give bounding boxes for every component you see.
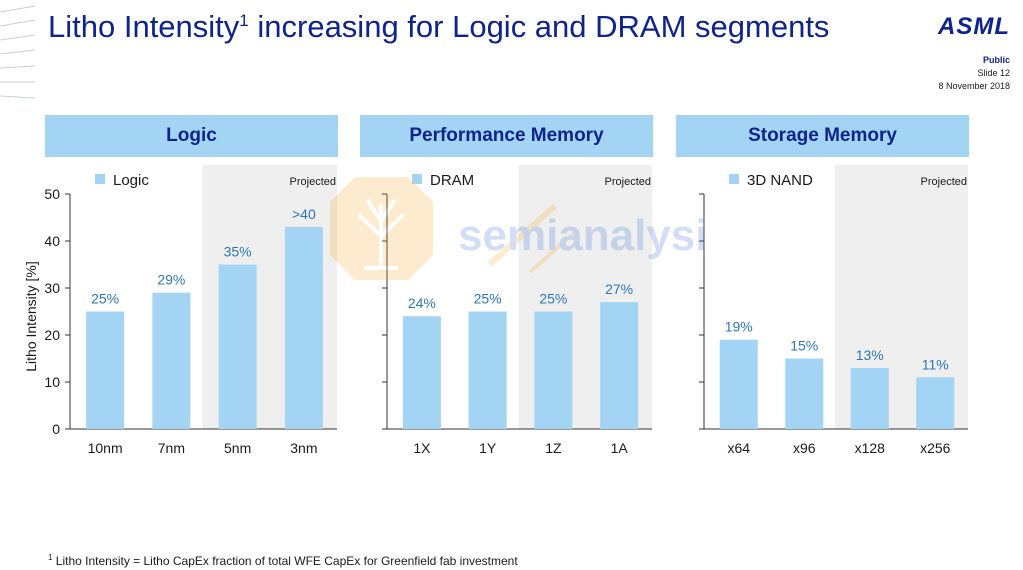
- watermark-text: semianalysis: [458, 211, 705, 260]
- bar: [850, 367, 889, 429]
- y-tick-label: 0: [52, 421, 60, 437]
- slide-title: Litho Intensity1 increasing for Logic an…: [48, 9, 829, 45]
- data-label: 25%: [91, 291, 119, 307]
- projected-label: Projected: [290, 176, 336, 188]
- x-tick-label: 1X: [413, 440, 431, 456]
- x-tick-label: 1A: [611, 440, 629, 456]
- bar: [916, 377, 955, 429]
- legend-swatch: [729, 174, 739, 184]
- data-label: 19%: [725, 319, 753, 335]
- legend-label: 3D NAND: [747, 172, 813, 189]
- data-label: 25%: [474, 291, 502, 307]
- x-tick-label: x256: [920, 440, 951, 456]
- footnote-marker: 1: [48, 553, 53, 562]
- legend-swatch: [95, 174, 105, 184]
- y-tick-label: 30: [44, 280, 60, 296]
- watermark-octagon-icon: [330, 177, 433, 280]
- panel-header-logic: Logic: [45, 115, 338, 157]
- x-tick-label: 1Z: [545, 440, 562, 456]
- y-axis-title: Litho Intensity [%]: [23, 261, 39, 372]
- x-tick-label: x64: [727, 440, 750, 456]
- bar: [600, 302, 639, 429]
- legend-label: DRAM: [430, 172, 474, 189]
- data-label: 35%: [224, 244, 252, 260]
- slide-number: Slide 12: [977, 68, 1010, 78]
- data-label: >40: [292, 206, 316, 222]
- y-tick-label: 40: [44, 233, 60, 249]
- y-tick-label: 10: [44, 374, 60, 390]
- slide-title-footnote-marker: 1: [239, 11, 249, 30]
- bar: [218, 264, 257, 429]
- brand-logo: ASML: [938, 13, 1010, 40]
- watermark: semianalysis: [330, 177, 705, 280]
- data-label: 24%: [408, 295, 436, 311]
- slide-title-rest: increasing for Logic and DRAM segments: [248, 9, 830, 44]
- bar: [152, 292, 191, 429]
- x-tick-label: x96: [793, 440, 816, 456]
- decorative-lines: [0, 5, 36, 99]
- footnote-text: Litho Intensity = Litho CapEx fraction o…: [52, 554, 518, 568]
- x-tick-label: 7nm: [158, 440, 185, 456]
- panel-header-storage-memory: Storage Memory: [676, 115, 969, 157]
- data-label: 27%: [605, 281, 633, 297]
- x-tick-label: x128: [855, 440, 886, 456]
- bar: [86, 311, 125, 429]
- watermark-tree-icon: [358, 199, 404, 270]
- legend-swatch: [412, 174, 422, 184]
- bar: [534, 311, 573, 429]
- bar: [284, 226, 323, 429]
- x-tick-label: 1Y: [479, 440, 497, 456]
- bar: [719, 339, 758, 429]
- classification-label: Public: [982, 55, 1010, 65]
- data-label: 11%: [922, 356, 949, 372]
- projected-label: Projected: [605, 176, 651, 188]
- y-tick-label: 50: [44, 186, 60, 202]
- bar: [402, 316, 441, 429]
- slide-title-main: Litho Intensity: [48, 9, 240, 44]
- data-label: 25%: [539, 291, 567, 307]
- data-label: 29%: [157, 272, 185, 288]
- slide-meta: Public Slide 12 8 November 2018: [938, 54, 1010, 93]
- y-tick-label: 20: [44, 327, 60, 343]
- bar: [468, 311, 507, 429]
- x-tick-label: 10nm: [88, 440, 123, 456]
- legend-label: Logic: [113, 172, 149, 189]
- data-label: 15%: [790, 338, 818, 354]
- slide-date: 8 November 2018: [938, 81, 1010, 91]
- x-tick-label: 5nm: [224, 440, 251, 456]
- data-label: 13%: [856, 347, 884, 363]
- bar: [785, 358, 824, 429]
- footnote: 1 Litho Intensity = Litho CapEx fraction…: [48, 553, 518, 568]
- panel-header-performance-memory: Performance Memory: [360, 115, 653, 157]
- projected-label: Projected: [921, 176, 967, 188]
- x-tick-label: 3nm: [290, 440, 317, 456]
